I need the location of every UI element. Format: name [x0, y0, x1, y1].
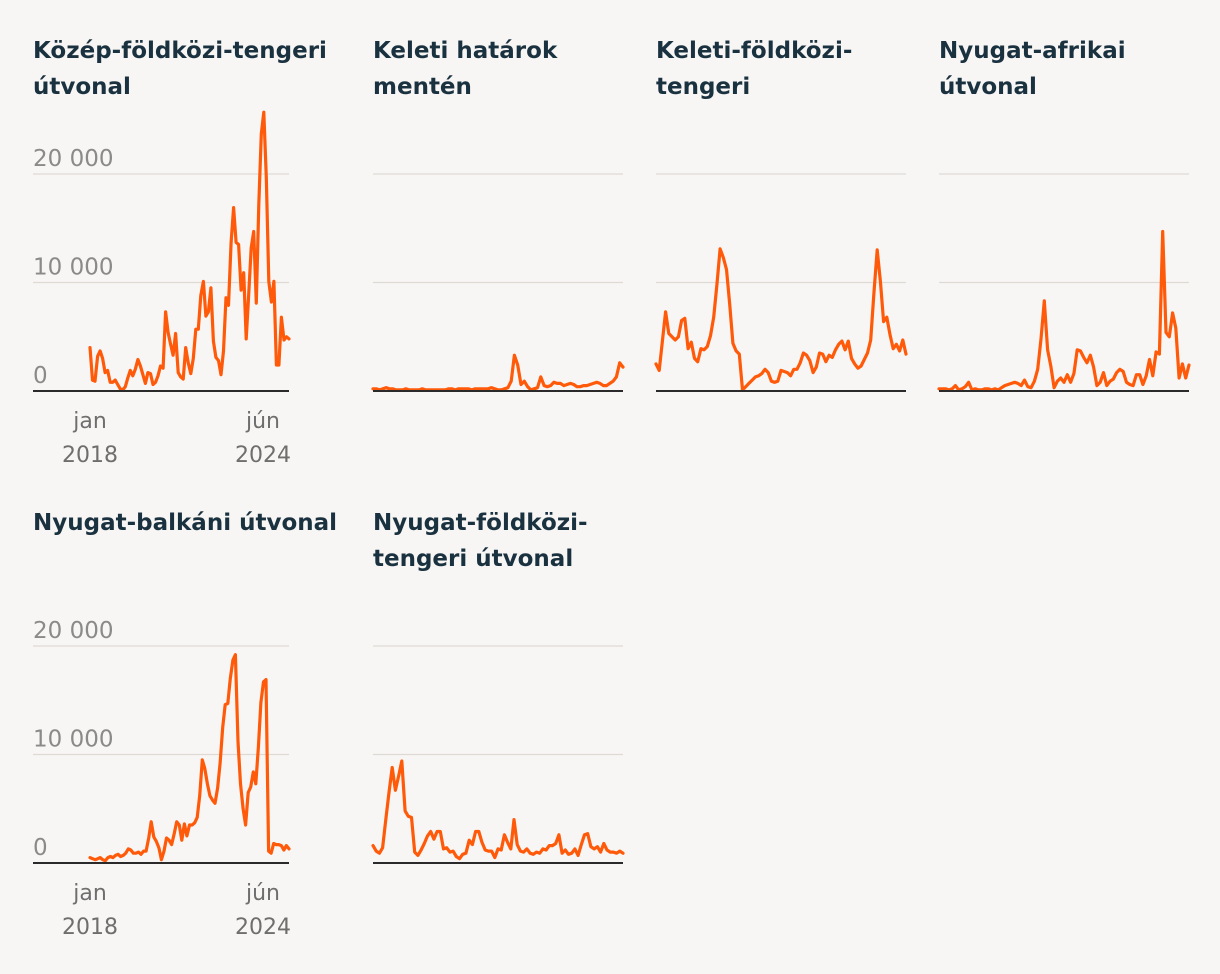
y-tick-label: 0 — [33, 363, 48, 389]
chart-title: útvonal — [33, 74, 131, 100]
x-tick-label: 2024 — [235, 915, 291, 940]
series-line — [371, 353, 625, 392]
chart-panel-4: Nyugat-afrikai útvonal — [937, 38, 1191, 392]
series-line — [654, 247, 908, 392]
chart-title: Nyugat-afrikai — [939, 38, 1126, 64]
x-tick-label: jan — [72, 881, 107, 906]
y-tick-label: 0 — [33, 835, 48, 861]
x-tick-label: 2024 — [235, 443, 291, 468]
chart-title: mentén — [373, 74, 472, 100]
chart-title: Keleti határok — [373, 38, 558, 64]
chart-title: útvonal — [939, 74, 1037, 100]
series-line — [937, 229, 1191, 392]
x-tick-label: jún — [245, 881, 280, 906]
chart-title: tengeri — [656, 74, 750, 100]
chart-panel-2: Keleti határok mentén — [371, 38, 625, 392]
chart-title: Keleti-földközi- — [656, 38, 852, 64]
x-tick-label: jan — [72, 409, 107, 434]
x-tick-label: 2018 — [62, 443, 118, 468]
y-tick-label: 20 000 — [33, 146, 113, 172]
x-tick-label: 2018 — [62, 915, 118, 940]
chart-panel-3: Keleti-földközi-tengeri — [654, 38, 908, 392]
chart-panel-6: Nyugat-földközi-tengeri útvonal — [371, 510, 625, 864]
chart-title: Nyugat-balkáni útvonal — [33, 510, 337, 536]
chart-title: Közép-földközi-tengeri — [33, 38, 327, 64]
y-tick-label: 20 000 — [33, 618, 113, 644]
series-line — [88, 110, 291, 392]
series-line — [88, 653, 291, 863]
series-line — [371, 759, 625, 861]
y-tick-label: 10 000 — [33, 255, 113, 281]
chart-title: tengeri útvonal — [373, 546, 573, 572]
chart-panel-5: Nyugat-balkáni útvonal 0 10 000 20 000 jan 20… — [33, 510, 337, 940]
x-tick-label: jún — [245, 409, 280, 434]
chart-panel-1: Közép-földközi-tengeri útvonal 0 10 000 20 0… — [33, 38, 327, 468]
chart-title: Nyugat-földközi- — [373, 510, 588, 536]
y-tick-label: 10 000 — [33, 727, 113, 753]
